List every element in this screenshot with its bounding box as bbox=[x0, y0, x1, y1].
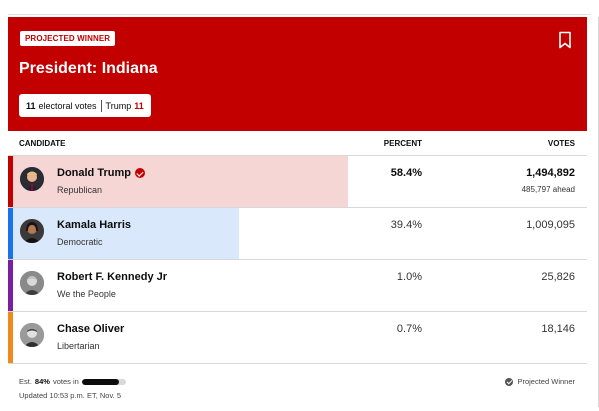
est-suffix: votes in bbox=[52, 377, 79, 386]
vote-share-bar bbox=[13, 156, 349, 207]
candidate-avatar bbox=[20, 323, 44, 347]
candidate-party: Democratic bbox=[57, 237, 103, 247]
candidate-percent: 39.4% bbox=[390, 219, 422, 231]
votes-in-progress bbox=[81, 378, 126, 385]
race-results-card: PROJECTED WINNER President: Indiana 11 e… bbox=[8, 17, 587, 407]
column-percent: PERCENT bbox=[383, 139, 422, 148]
estimated-votes-in: Est. 84% votes in bbox=[19, 377, 126, 386]
votes-ahead: 485,797 ahead bbox=[521, 185, 575, 194]
candidate-name: Donald Trump bbox=[57, 167, 145, 179]
winner-check-icon bbox=[134, 168, 145, 178]
candidate-party: Republican bbox=[57, 185, 103, 195]
ev-label: electoral votes bbox=[38, 100, 97, 111]
votes-in-progress-fill bbox=[81, 378, 119, 385]
candidate-avatar bbox=[20, 219, 44, 243]
candidate-name: Kamala Harris bbox=[57, 219, 131, 231]
results-footer: Est. 84% votes in Updated 10:53 p.m. ET,… bbox=[8, 369, 587, 407]
vote-share-bar bbox=[13, 208, 240, 259]
updated-timestamp: Updated 10:53 p.m. ET, Nov. 5 bbox=[19, 391, 122, 400]
race-title: President: Indiana bbox=[19, 60, 158, 77]
candidate-row-kennedy: Robert F. Kennedy Jr We the People 1.0% … bbox=[8, 260, 587, 312]
candidate-percent: 1.0% bbox=[396, 271, 422, 283]
column-candidate: CANDIDATE bbox=[19, 139, 66, 148]
est-value: 84% bbox=[34, 377, 50, 386]
check-circle-icon bbox=[505, 377, 514, 386]
est-prefix: Est. bbox=[19, 377, 32, 386]
candidate-party: We the People bbox=[57, 289, 116, 299]
candidate-row-harris: Kamala Harris Democratic 39.4% 1,009,095 bbox=[8, 208, 587, 260]
candidate-name: Chase Oliver bbox=[57, 323, 125, 335]
race-header: PROJECTED WINNER President: Indiana 11 e… bbox=[8, 17, 587, 131]
party-color-stripe bbox=[8, 156, 13, 207]
ev-winner-count: 11 bbox=[134, 100, 144, 111]
candidate-avatar bbox=[20, 167, 44, 191]
candidate-votes: 18,146 bbox=[541, 323, 575, 335]
candidate-row-trump: Donald Trump Republican 58.4% 1,494,892 … bbox=[8, 156, 587, 208]
projected-winner-legend: Projected Winner bbox=[505, 377, 575, 386]
ev-count: 11 bbox=[26, 100, 36, 111]
candidate-avatar bbox=[20, 271, 44, 295]
candidate-votes: 25,826 bbox=[541, 271, 575, 283]
electoral-votes-pill: 11 electoral votes Trump 11 bbox=[19, 94, 151, 117]
top-divider bbox=[8, 0, 591, 15]
candidate-votes: 1,009,095 bbox=[526, 219, 575, 231]
party-color-stripe bbox=[8, 312, 13, 363]
candidate-votes: 1,494,892 bbox=[526, 167, 575, 179]
bookmark-icon[interactable] bbox=[557, 31, 573, 49]
table-header: CANDIDATE PERCENT VOTES bbox=[8, 131, 587, 156]
candidate-percent: 0.7% bbox=[396, 323, 422, 335]
candidate-percent: 58.4% bbox=[390, 167, 422, 179]
candidate-name: Robert F. Kennedy Jr bbox=[57, 271, 168, 283]
candidate-party: Libertarian bbox=[57, 341, 100, 351]
candidate-row-oliver: Chase Oliver Libertarian 0.7% 18,146 bbox=[8, 312, 587, 364]
party-color-stripe bbox=[8, 260, 13, 311]
projected-winner-badge: PROJECTED WINNER bbox=[20, 31, 116, 46]
column-votes: VOTES bbox=[547, 139, 575, 148]
ev-winner-name: Trump bbox=[105, 100, 132, 111]
party-color-stripe bbox=[8, 208, 13, 259]
projected-winner-label: Projected Winner bbox=[517, 377, 575, 386]
pill-separator bbox=[100, 99, 102, 112]
